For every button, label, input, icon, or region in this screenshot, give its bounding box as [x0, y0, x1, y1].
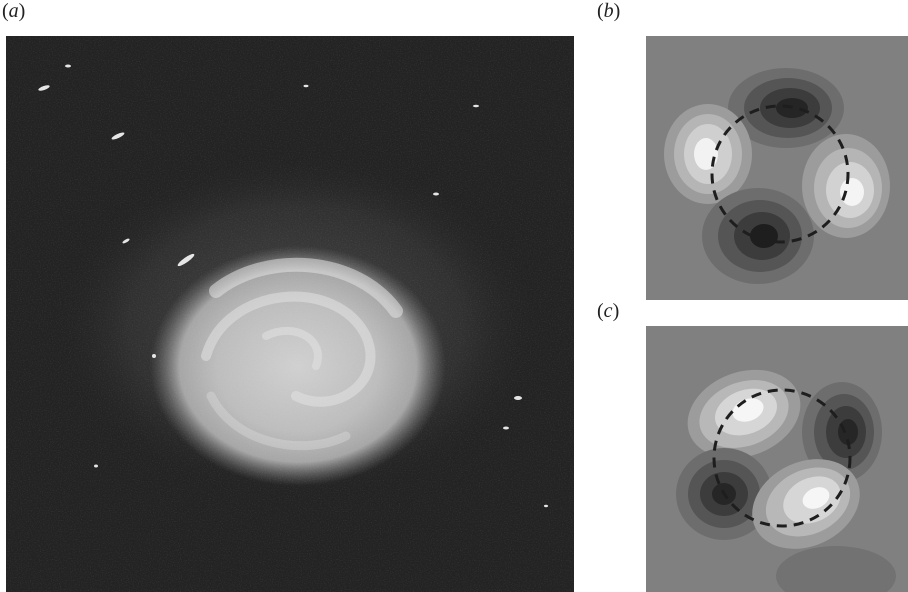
panel-b-label: (b) — [597, 0, 621, 22]
mode-contour-panel-c — [646, 326, 908, 592]
panel-c-letter: c — [603, 300, 613, 322]
lobe-dark-top — [728, 68, 844, 148]
dashed-circle — [712, 388, 852, 528]
tracer-particles — [38, 64, 548, 508]
lobe-bright-right — [802, 134, 890, 238]
vortex-image — [6, 36, 574, 592]
panel-a-letter: a — [8, 0, 19, 22]
lobe-dark-bottom — [702, 188, 814, 284]
panel-c-label: (c) — [597, 300, 620, 322]
panel-b-letter: b — [603, 0, 614, 22]
mode-contour-b — [646, 36, 908, 300]
dashed-circle — [710, 104, 850, 244]
mode-contour-c — [646, 326, 908, 592]
lower-shadow — [776, 546, 896, 592]
panel-a-label: (a) — [2, 0, 26, 22]
vortex-image-panel — [6, 36, 574, 592]
mode-contour-panel-b — [646, 36, 908, 300]
